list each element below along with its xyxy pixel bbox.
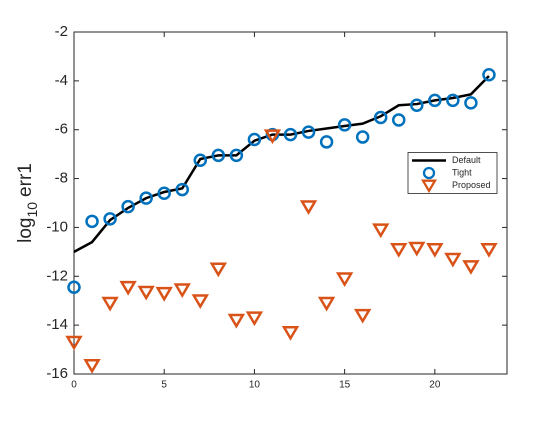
circle-marker (373, 110, 388, 125)
circle-marker (211, 148, 226, 163)
circle-marker (337, 118, 352, 132)
circle-marker (283, 127, 298, 142)
triangle-marker (299, 200, 318, 215)
y-tick-label: -8 (55, 170, 68, 187)
legend-label: Tight (452, 167, 472, 177)
y-tick-label: -16 (46, 365, 68, 382)
legend-marker (422, 166, 436, 180)
triangle-marker (191, 294, 209, 310)
triangle-marker (317, 296, 336, 312)
circle-marker (121, 199, 135, 214)
y-tick-label: -10 (46, 218, 68, 235)
circle-marker (103, 212, 117, 226)
circle-marker (301, 125, 316, 139)
circle-marker (247, 132, 262, 147)
triangle-marker (444, 252, 462, 268)
triangle-marker (480, 242, 498, 258)
y-label-base: log (15, 218, 36, 243)
triangle-marker (83, 359, 101, 374)
circle-marker (428, 93, 442, 108)
axes-box (73, 31, 508, 375)
triangle-marker (65, 335, 83, 351)
y-tick-label: -2 (55, 23, 68, 40)
legend-label: Default (452, 155, 481, 165)
triangle-marker (245, 311, 264, 327)
circle-marker (482, 68, 496, 82)
circle-marker (229, 148, 244, 163)
triangle-marker (426, 242, 444, 258)
circle-marker (175, 182, 189, 197)
triangle-marker (155, 286, 173, 302)
y-tick-label: -12 (46, 267, 68, 284)
triangle-marker (408, 241, 426, 257)
triangle-marker (209, 262, 228, 278)
triangle-marker (462, 260, 480, 275)
circle-marker (464, 96, 478, 110)
triangle-marker (137, 285, 155, 301)
circle-marker (157, 186, 171, 200)
triangle-marker (372, 223, 390, 239)
circle-marker (410, 98, 424, 113)
circle-marker (319, 135, 334, 149)
triangle-marker (335, 272, 354, 288)
x-tick-label: 5 (161, 380, 167, 391)
y-tick-label: -6 (55, 121, 68, 138)
y-tick-label: -4 (55, 72, 68, 89)
x-tick-label: 10 (249, 380, 261, 391)
triangle-marker (281, 326, 300, 341)
y-label-subscript: 10 (24, 202, 40, 218)
y-label-rest: err1 (15, 163, 36, 197)
triangle-marker (119, 280, 137, 296)
triangle-marker (390, 242, 408, 258)
legend-marker (420, 179, 438, 194)
circle-marker (446, 93, 460, 108)
circle-marker (139, 191, 153, 205)
triangle-marker (353, 308, 372, 324)
triangle-marker (227, 313, 246, 329)
line (73, 75, 490, 253)
circle-marker (392, 113, 406, 127)
circle-marker (355, 130, 370, 144)
x-tick-label: 15 (339, 380, 351, 391)
y-tick-label: -14 (46, 316, 68, 333)
triangle-marker (173, 283, 191, 299)
y-axis-label: log10 err1 (15, 163, 40, 243)
triangle-marker (101, 296, 119, 312)
legend-label: Proposed (452, 180, 491, 190)
circle-marker (67, 280, 81, 295)
circle-marker (193, 153, 208, 167)
triangle-marker (263, 129, 282, 145)
x-tick-label: 0 (71, 380, 77, 391)
x-tick-label: 20 (429, 380, 441, 391)
circle-marker (85, 214, 99, 229)
